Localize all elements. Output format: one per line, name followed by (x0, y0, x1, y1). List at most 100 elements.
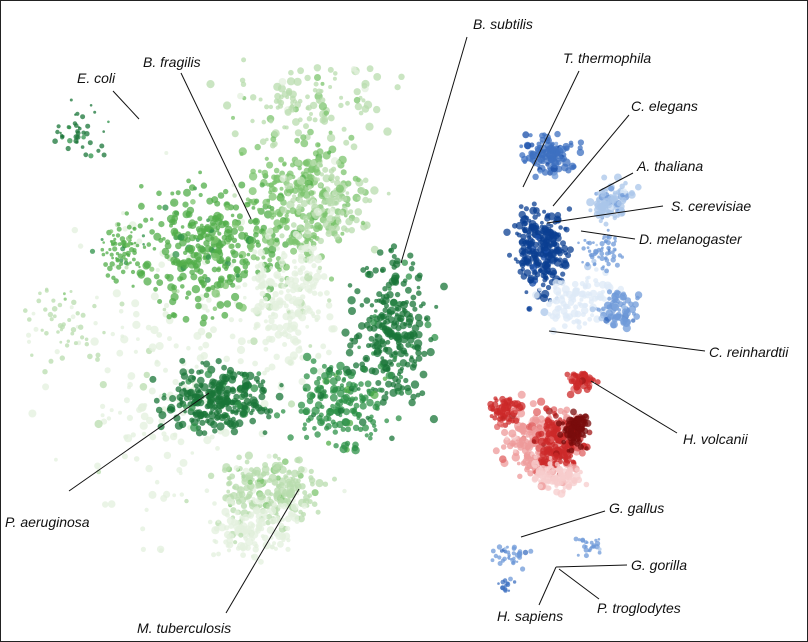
scatter-point (394, 291, 401, 298)
scatter-point (155, 342, 164, 350)
scatter-point (541, 268, 549, 276)
scatter-point (328, 168, 335, 174)
scatter-point (560, 421, 566, 426)
scatter-point (210, 391, 217, 398)
scatter-point (500, 579, 506, 585)
scatter-point (285, 237, 294, 246)
scatter-point (268, 119, 274, 124)
scatter-point (212, 538, 217, 543)
scatter-point (315, 309, 321, 315)
scatter-point (231, 420, 239, 429)
scatter-point (241, 478, 249, 486)
scatter-point (132, 250, 137, 256)
scatter-point (580, 537, 586, 543)
scatter-point (223, 101, 232, 110)
scatter-point (232, 485, 236, 490)
scatter-point (547, 312, 552, 317)
scatter-point (340, 169, 347, 176)
scatter-point (349, 337, 354, 342)
scatter-point (598, 315, 605, 322)
scatter-point (611, 241, 616, 247)
scatter-point (354, 208, 363, 216)
scatter-point (292, 356, 297, 361)
scatter-point (224, 418, 231, 426)
scatter-point (571, 280, 579, 288)
scatter-point (385, 371, 394, 380)
scatter-point (312, 117, 318, 123)
scatter-point (360, 267, 367, 273)
scatter-point (233, 393, 240, 400)
scatter-point (121, 240, 127, 245)
scatter-point (251, 206, 256, 210)
scatter-point (576, 553, 580, 557)
scatter-point (607, 296, 612, 301)
scatter-point (135, 261, 140, 267)
scatter-point (400, 331, 409, 339)
scatter-point (237, 285, 241, 289)
scatter-point (23, 308, 28, 313)
scatter-point (52, 314, 57, 319)
scatter-point (225, 256, 231, 262)
leader-p-aeruginosa (68, 392, 210, 492)
scatter-point (149, 266, 155, 272)
scatter-point (528, 440, 533, 444)
scatter-point (303, 230, 312, 239)
scatter-point (369, 303, 375, 308)
scatter-point (267, 257, 273, 263)
scatter-point (284, 125, 289, 130)
scatter-point (294, 137, 300, 144)
scatter-point (105, 273, 111, 278)
scatter-point (549, 147, 557, 154)
scatter-point (513, 257, 518, 261)
scatter-point (131, 299, 140, 308)
scatter-point (269, 517, 277, 525)
scatter-point (192, 259, 202, 268)
scatter-point (152, 247, 157, 251)
scatter-point (230, 227, 238, 235)
scatter-point (111, 256, 114, 260)
scatter-point (328, 276, 335, 282)
scatter-point (543, 238, 548, 244)
scatter-point (382, 307, 389, 314)
scatter-point (176, 260, 183, 268)
scatter-point (169, 223, 173, 228)
scatter-point (594, 379, 601, 385)
scatter-point (127, 381, 133, 388)
scatter-point (531, 201, 537, 207)
scatter-point (118, 410, 122, 415)
scatter-point (601, 174, 608, 181)
scatter-point (162, 435, 170, 442)
scatter-point (198, 192, 203, 198)
scatter-point (262, 522, 267, 526)
scatter-point (342, 377, 346, 381)
scatter-point (606, 245, 611, 251)
scatter-point (404, 384, 412, 392)
scatter-point (56, 330, 60, 334)
scatter-point (309, 477, 316, 484)
scatter-point (328, 130, 333, 135)
scatter-point (282, 492, 288, 498)
scatter-point (570, 459, 576, 464)
scatter-point (177, 233, 185, 241)
scatter-point (88, 153, 94, 159)
scatter-point (278, 156, 284, 163)
scatter-point (558, 225, 563, 230)
scatter-point (587, 316, 593, 322)
scatter-point (51, 306, 58, 312)
scatter-point (163, 367, 168, 373)
scatter-point (612, 215, 617, 221)
scatter-point (440, 282, 448, 291)
scatter-point (603, 281, 612, 290)
scatter-point (185, 290, 192, 297)
scatter-point (302, 215, 309, 221)
scatter-point (582, 544, 587, 549)
scatter-point (364, 380, 372, 388)
scatter-point (333, 71, 338, 76)
scatter-point (415, 319, 424, 328)
scatter-point (540, 308, 549, 317)
scatter-point (245, 472, 254, 481)
scatter-point (613, 313, 621, 321)
scatter-point (327, 202, 332, 207)
scatter-point (577, 139, 585, 146)
